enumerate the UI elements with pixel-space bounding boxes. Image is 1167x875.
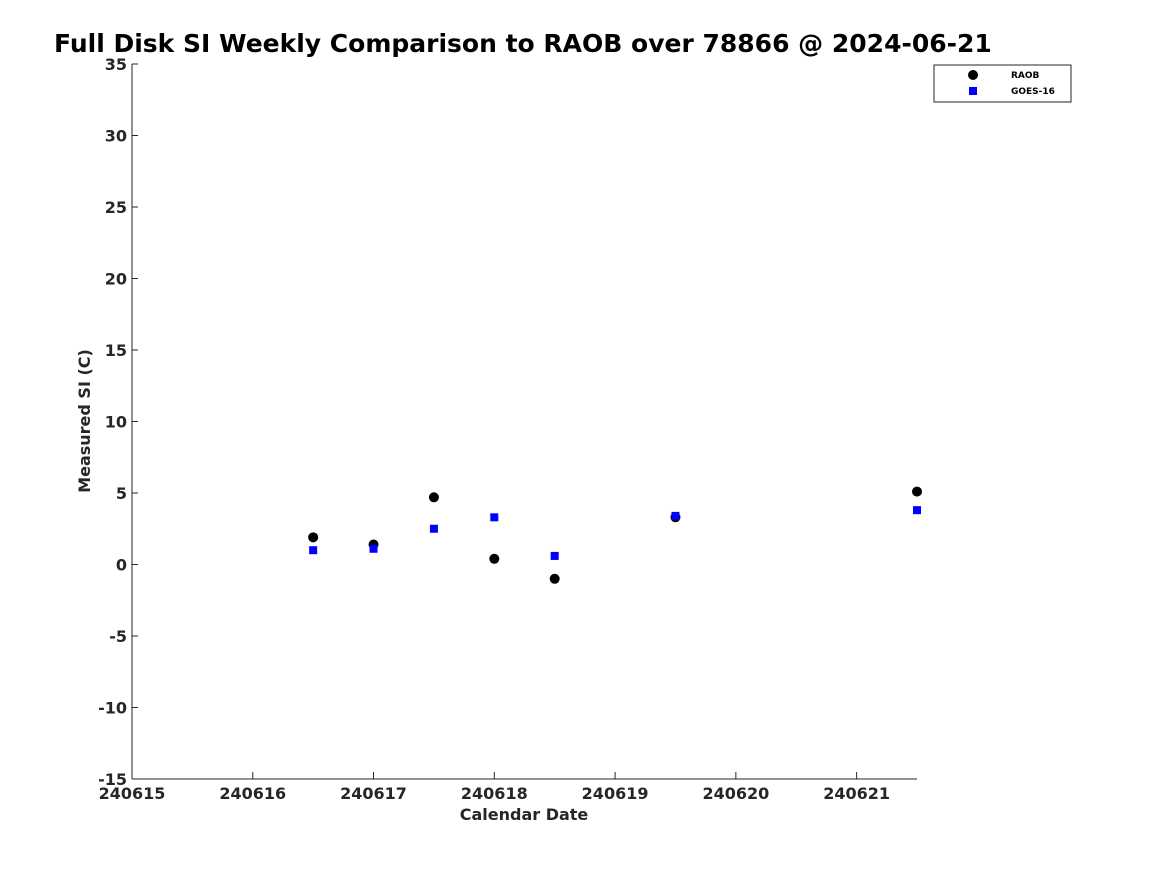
y-tick-label: -15 xyxy=(98,770,127,789)
y-tick-label: 20 xyxy=(105,270,127,289)
x-tick-label: 240617 xyxy=(340,784,407,803)
legend: RAOB GOES-16 xyxy=(933,64,1072,103)
x-tick-label: 240620 xyxy=(702,784,769,803)
y-tick-label: 30 xyxy=(105,127,127,146)
goes-16-point xyxy=(671,511,680,520)
x-tick-label: 240615 xyxy=(99,784,166,803)
y-tick-label: 15 xyxy=(105,341,127,360)
y-tick-label: 25 xyxy=(105,198,127,217)
y-tick-label: 5 xyxy=(116,484,127,503)
raob-point xyxy=(428,492,439,503)
goes-16-point xyxy=(429,524,438,533)
y-tick-label: -5 xyxy=(109,627,127,646)
legend-raob-marker xyxy=(968,70,978,80)
goes-16-point xyxy=(309,546,318,555)
raob-point xyxy=(308,532,319,543)
goes-16-point xyxy=(913,506,921,515)
x-axis-ticks: 240615 240616 240617 240618 240619 240620 2406… xyxy=(99,772,890,803)
y-tick-label: 0 xyxy=(116,556,127,575)
goes-16-point xyxy=(369,544,378,553)
x-tick-label: 240618 xyxy=(461,784,528,803)
raob-point xyxy=(489,553,500,564)
x-tick-label: 240619 xyxy=(582,784,649,803)
goes-16-point xyxy=(550,551,559,560)
legend-raob-label: RAOB xyxy=(1011,71,1040,81)
plot-axes xyxy=(131,64,917,780)
raob-point xyxy=(549,573,560,584)
legend-goes16-marker xyxy=(969,87,977,95)
legend-box xyxy=(933,64,1072,103)
y-axis-ticks: 35 30 25 20 15 10 5 0 -5 -10 -15 xyxy=(98,55,138,789)
y-tick-label: 10 xyxy=(105,413,127,432)
x-tick-label: 240621 xyxy=(823,784,890,803)
y-tick-label: 35 xyxy=(105,55,127,74)
x-tick-label: 240616 xyxy=(219,784,286,803)
raob-point xyxy=(912,486,922,497)
data-points xyxy=(308,486,922,584)
x-axis-label: Calendar Date xyxy=(460,805,589,824)
legend-goes16-label: GOES-16 xyxy=(1011,87,1055,97)
y-tick-label: -10 xyxy=(98,699,127,718)
y-axis-label: Measured SI (C) xyxy=(75,349,94,493)
goes-16-point xyxy=(490,513,499,522)
chart-title: Full Disk SI Weekly Comparison to RAOB o… xyxy=(54,29,992,58)
